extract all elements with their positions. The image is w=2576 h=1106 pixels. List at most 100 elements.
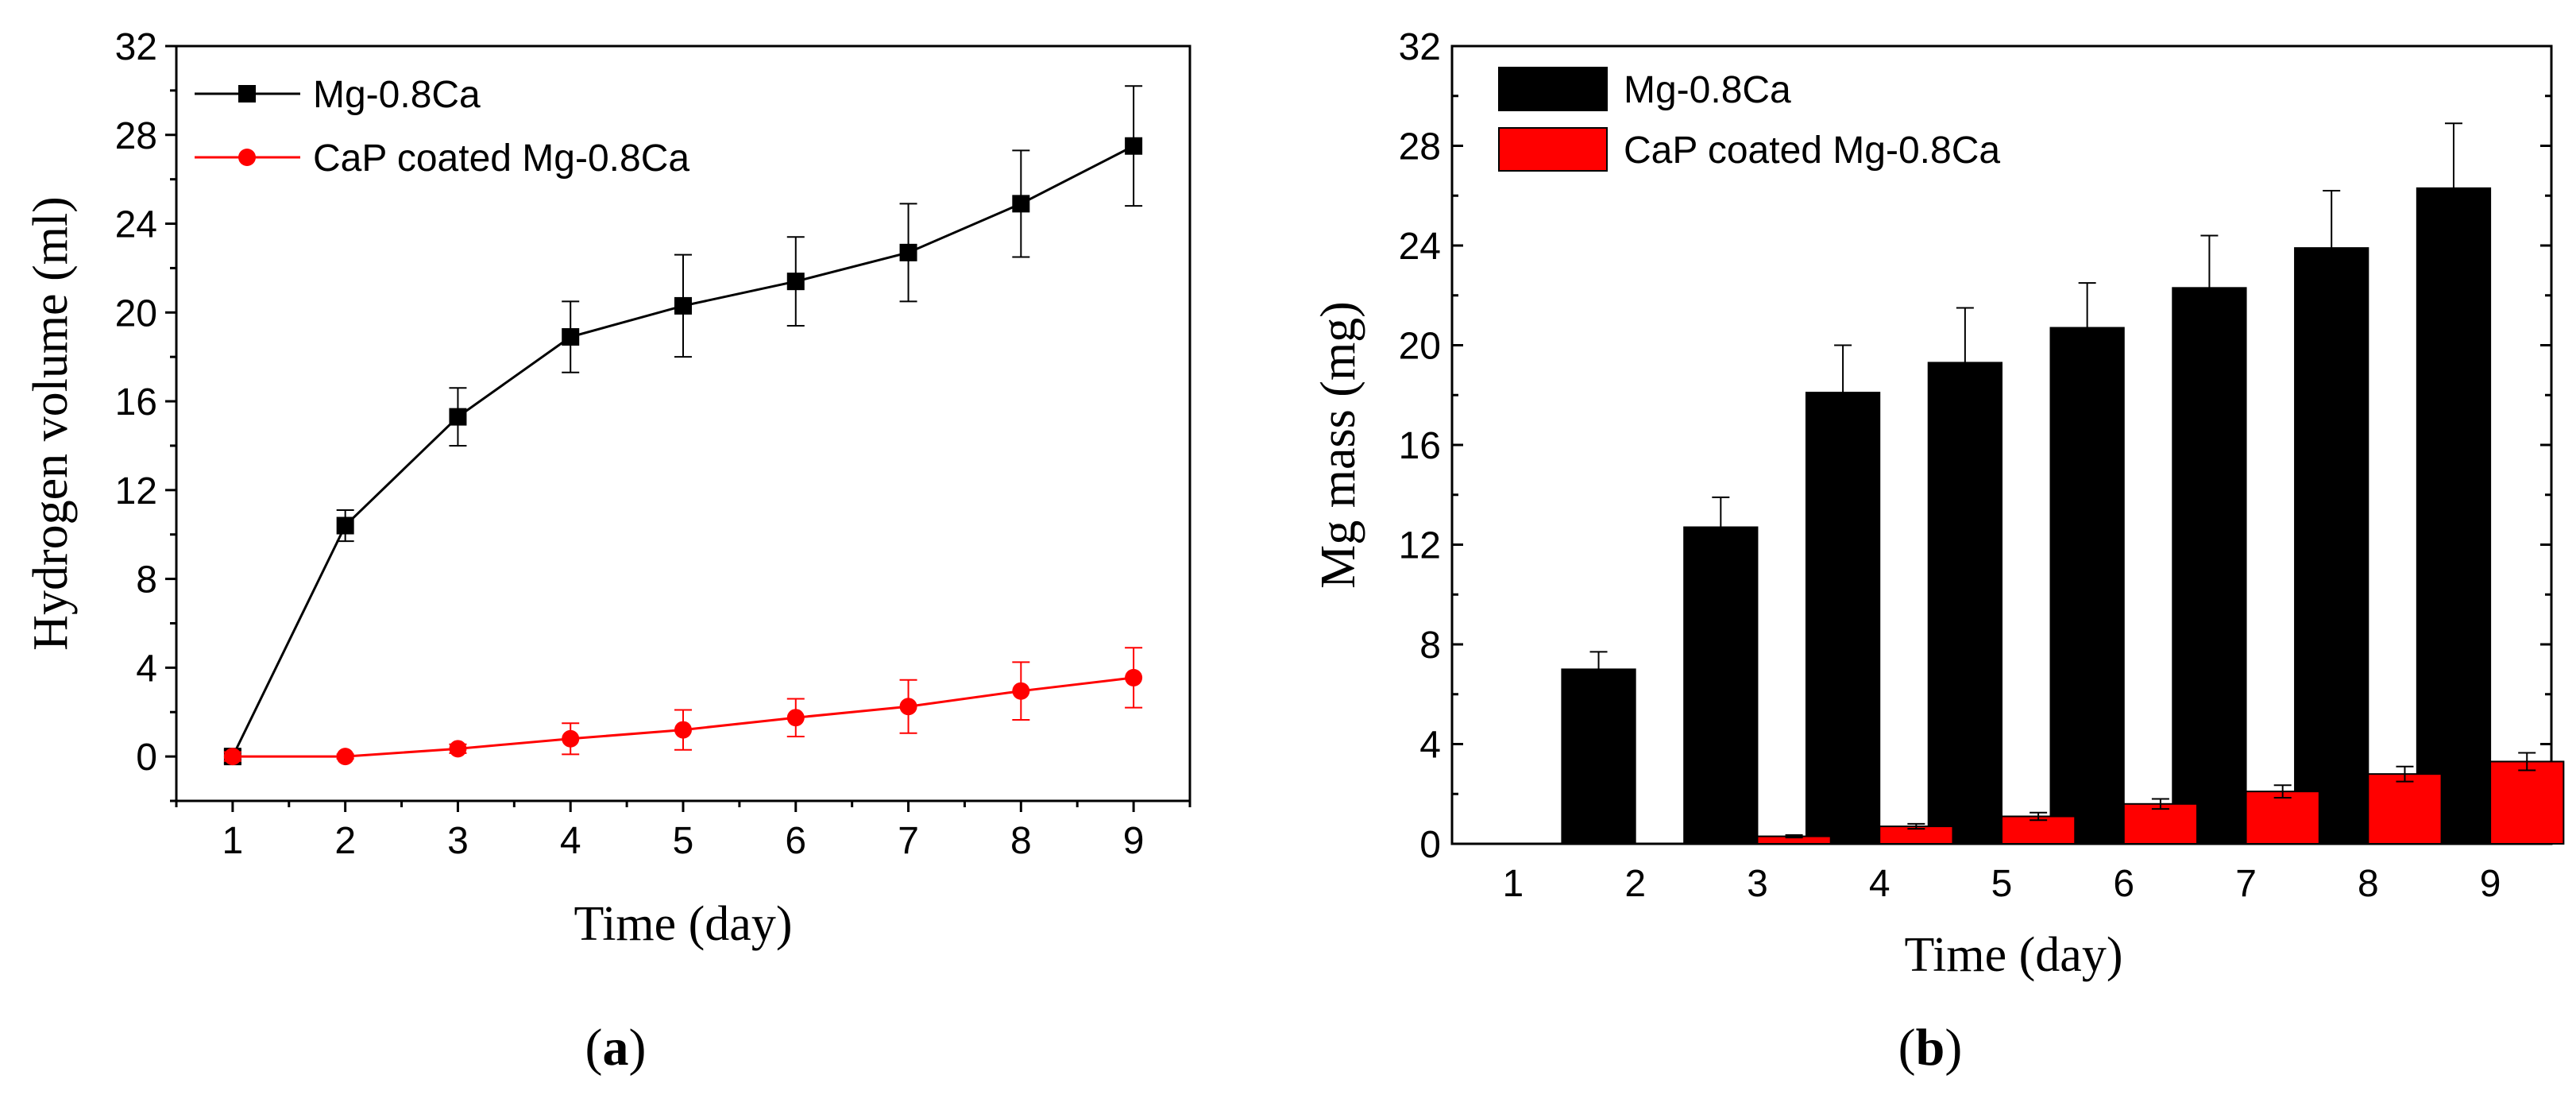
panel-b-bar — [2489, 760, 2565, 845]
panel-b-bar — [2122, 802, 2199, 845]
panel-b-x-tick-label: 2 — [1624, 863, 1646, 905]
panel-a-x-tick-label: 8 — [1010, 820, 1032, 862]
panel-a-point — [674, 721, 692, 739]
panel-b-y-tick-label: 12 — [1399, 525, 1441, 567]
panel-a-point — [1012, 682, 1030, 700]
panel-a-x-tick-label: 9 — [1123, 820, 1145, 862]
panel-a-ticks — [165, 44, 1191, 812]
panel-b-x-tick-label: 8 — [2358, 863, 2379, 905]
panel-b-x-tick-label: 4 — [1869, 863, 1890, 905]
panel-a-point — [899, 243, 917, 261]
panel-b-y-tick-label: 4 — [1419, 725, 1441, 767]
panel-b-bar — [1805, 392, 1881, 845]
panel-b-series-1 — [1561, 122, 2492, 845]
panel-a-y-tick-label: 8 — [136, 559, 157, 601]
panel-a-y-tick-label: 4 — [136, 648, 157, 690]
panel-a-x-tick-label: 6 — [785, 820, 806, 862]
panel-a-x-tick-label: 1 — [222, 820, 244, 862]
panel-a-y-tick-label: 32 — [115, 26, 157, 68]
panel-a-point — [336, 748, 354, 766]
panel-b-y-tick-label: 20 — [1399, 326, 1441, 368]
panel-b-x-axis-label: Time (day) — [1905, 928, 2123, 982]
panel-a-caption-open: ( — [585, 1019, 603, 1077]
panel-a-point — [674, 296, 692, 315]
panel-a-caption-close: ) — [629, 1019, 647, 1077]
panel-a-y-tick-label: 0 — [136, 737, 157, 779]
panel-a-caption-letter: a — [603, 1019, 629, 1077]
panel-b-y-tick-label: 28 — [1399, 126, 1441, 168]
panel-a-point — [562, 328, 580, 346]
panel-b-legend-swatch — [1498, 67, 1608, 111]
panel-b-x-tick-label: 9 — [2480, 863, 2501, 905]
panel-b-y-tick-label: 8 — [1419, 625, 1441, 667]
panel-b-y-tick-label: 32 — [1399, 26, 1441, 68]
panel-a-point — [449, 408, 467, 426]
panel-a-point — [1012, 195, 1030, 213]
panel-a-x-tick-label: 4 — [560, 820, 581, 862]
panel-b-y-tick-label: 24 — [1399, 226, 1441, 268]
panel-a-legend-label: Mg-0.8Ca — [313, 74, 481, 116]
panel-b-bar — [2049, 327, 2125, 845]
panel-b-legend-label: Mg-0.8Ca — [1624, 69, 1791, 111]
panel-a-series-1 — [223, 85, 1143, 766]
panel-b-series — [1561, 122, 2565, 845]
panel-a-legend-marker — [238, 85, 256, 102]
panel-b-x-tick-label: 6 — [2113, 863, 2134, 905]
panel-a-point — [899, 698, 917, 716]
panel-a-point — [1125, 137, 1143, 155]
panel-a-series-line — [231, 145, 1134, 757]
panel-a-y-tick-label: 20 — [115, 292, 157, 335]
panel-a-x-tick-label: 5 — [673, 820, 694, 862]
panel-a-y-tick-label: 12 — [115, 470, 157, 512]
panel-a-y-tick-label: 24 — [115, 204, 157, 246]
panel-b-caption: (b) — [1898, 1019, 1963, 1077]
panel-a-point — [562, 729, 580, 748]
panel-a-point — [786, 273, 805, 291]
panel-b-bar — [1927, 362, 2003, 845]
panel-a-x-tick-label: 2 — [334, 820, 356, 862]
panel-a-y-tick-label: 28 — [115, 115, 157, 157]
panel-b-bar — [2367, 773, 2443, 845]
panel-b-legend-swatch — [1498, 127, 1608, 172]
panel-b-bar — [2416, 187, 2492, 845]
panel-b-caption-open: ( — [1898, 1019, 1916, 1077]
panel-a-x-tick-label: 7 — [898, 820, 919, 862]
panel-b-x-tick-label: 3 — [1747, 863, 1768, 905]
panel-b-x-tick-label: 5 — [1991, 863, 2013, 905]
panel-b-y-axis-label: Mg mass (mg) — [1311, 301, 1365, 589]
panel-b-bar — [2294, 247, 2369, 845]
panel-a-y-tick-label: 16 — [115, 381, 157, 423]
panel-a-x-axis-label: Time (day) — [574, 897, 793, 951]
panel-a-caption: (a) — [585, 1019, 647, 1077]
panel-b-bar — [1683, 526, 1759, 845]
panel-b-y-tick-label: 16 — [1399, 425, 1441, 467]
panel-a-legend: Mg-0.8Ca CaP coated Mg-0.8Ca — [195, 74, 689, 180]
panel-b-caption-close: ) — [1945, 1019, 1962, 1077]
panel-b-bar — [2172, 287, 2247, 845]
panel-a-point — [1125, 668, 1143, 686]
panel-a-series — [223, 85, 1143, 766]
panel-a-series-2 — [223, 647, 1143, 766]
panel-b-caption-letter: b — [1916, 1019, 1945, 1077]
panel-b-y-tick-label: 0 — [1419, 824, 1441, 866]
panel-b-x-tick-label: 1 — [1503, 863, 1524, 905]
panel-a-point — [336, 516, 354, 535]
panel-b-x-tick-label: 7 — [2235, 863, 2257, 905]
panel-a-point — [449, 740, 467, 758]
panel-b-series-2 — [1756, 752, 2565, 845]
panel-a-point — [223, 748, 241, 766]
panel-a-legend-marker — [238, 149, 256, 166]
panel-a-point — [786, 709, 805, 727]
panel-b-legend: Mg-0.8Ca CaP coated Mg-0.8Ca — [1498, 67, 2000, 172]
panel-a-x-tick-label: 3 — [447, 820, 469, 862]
panel-b-bar — [1561, 668, 1636, 845]
panel-b-legend-label: CaP coated Mg-0.8Ca — [1624, 130, 2000, 172]
panel-a-y-axis-label: Hydrogen volume (ml) — [24, 196, 78, 651]
panel-a-legend-label: CaP coated Mg-0.8Ca — [313, 137, 689, 180]
panel-b-bar — [2245, 791, 2320, 845]
